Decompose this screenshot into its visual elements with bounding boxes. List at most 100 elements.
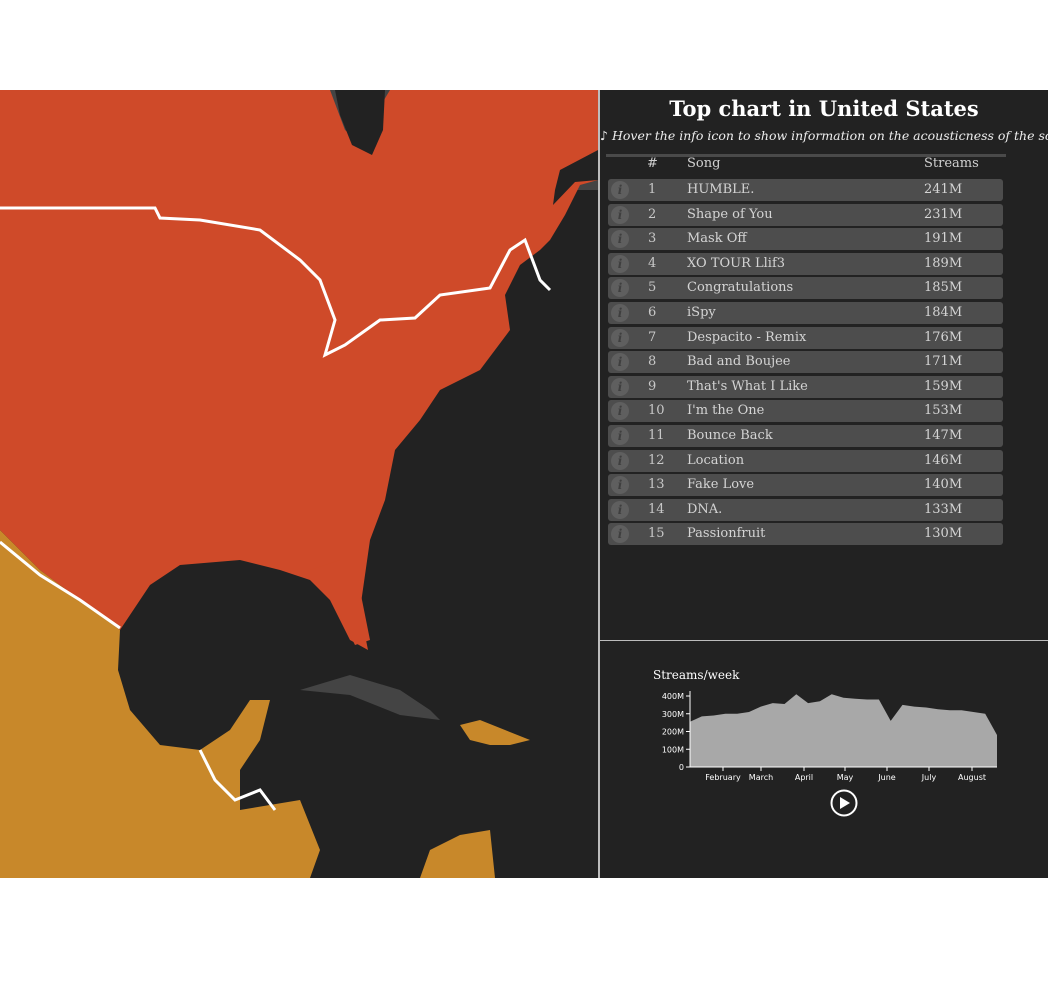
header-song: Song: [687, 156, 721, 171]
table-row[interactable]: i 14 DNA. 133M: [608, 498, 1003, 521]
y-tick-label: 100M: [662, 745, 684, 754]
song-streams: 184M: [924, 304, 963, 320]
y-tick-label: 0: [679, 763, 684, 772]
song-title: I'm the One: [687, 403, 765, 419]
song-title: Shape of You: [687, 206, 773, 222]
table-row[interactable]: i 2 Shape of You 231M: [608, 203, 1003, 226]
table-row[interactable]: i 15 Passionfruit 130M: [608, 523, 1003, 546]
table-row[interactable]: i 1 HUMBLE. 241M: [608, 179, 1003, 201]
info-icon[interactable]: i: [611, 402, 629, 421]
song-rank: 15: [648, 526, 665, 542]
song-streams: 130M: [924, 526, 963, 542]
atlantic-northeast: [553, 90, 598, 205]
info-icon[interactable]: i: [611, 303, 629, 322]
table-row[interactable]: i 11 Bounce Back 147M: [608, 424, 1003, 447]
table-row[interactable]: i 12 Location 146M: [608, 449, 1003, 472]
song-rank: 8: [648, 354, 657, 370]
info-icon[interactable]: i: [611, 353, 629, 372]
song-title: Despacito - Remix: [687, 329, 807, 345]
world-map[interactable]: [0, 90, 598, 878]
header-divider: [606, 154, 1006, 157]
country-cuba[interactable]: [300, 675, 440, 720]
info-icon[interactable]: i: [611, 525, 629, 544]
info-icon[interactable]: i: [611, 476, 629, 495]
song-rank: 7: [648, 329, 657, 345]
info-icon[interactable]: i: [611, 279, 629, 298]
info-icon[interactable]: i: [611, 181, 629, 199]
header-rank: #: [647, 156, 658, 171]
y-tick-label: 400M: [662, 692, 684, 701]
y-tick-label: 200M: [662, 728, 684, 737]
song-title: HUMBLE.: [687, 182, 755, 197]
table-row[interactable]: i 8 Bad and Boujee 171M: [608, 351, 1003, 374]
x-tick-label: March: [749, 773, 773, 782]
x-tick-label: June: [877, 773, 896, 782]
table-row[interactable]: i 5 Congratulations 185M: [608, 277, 1003, 300]
song-streams: 147M: [924, 427, 963, 443]
x-tick-label: August: [958, 773, 986, 782]
song-rank: 12: [648, 452, 665, 468]
song-rank: 10: [648, 403, 665, 419]
app-root: Top chart in United States ♪ Hover the i…: [0, 90, 1048, 878]
table-row[interactable]: i 9 That's What I Like 159M: [608, 375, 1003, 398]
info-icon[interactable]: i: [611, 328, 629, 347]
song-title: iSpy: [687, 304, 716, 320]
song-streams: 189M: [924, 255, 963, 271]
song-title: Location: [687, 452, 745, 468]
song-streams: 241M: [924, 182, 963, 197]
song-rank: 5: [648, 280, 657, 296]
info-icon[interactable]: i: [611, 451, 629, 470]
horizontal-divider: [600, 640, 1048, 641]
country-mexico[interactable]: [0, 530, 320, 878]
song-streams: 191M: [924, 231, 963, 247]
border-us-canada: [0, 206, 552, 358]
y-tick-label: 300M: [662, 710, 684, 719]
country-united-states[interactable]: [0, 90, 598, 650]
song-title: Bad and Boujee: [687, 354, 791, 370]
info-icon[interactable]: i: [611, 426, 629, 445]
table-row[interactable]: i 6 iSpy 184M: [608, 301, 1003, 324]
song-rank: 3: [648, 231, 657, 247]
song-title: Passionfruit: [687, 526, 766, 542]
song-rank: 1: [648, 182, 657, 197]
info-icon[interactable]: i: [611, 377, 629, 396]
streams-chart: 0 100M 200M 300M 400M February March April May Ju…: [662, 691, 997, 782]
song-title: Congratulations: [687, 280, 794, 296]
song-streams: 153M: [924, 403, 963, 419]
x-tick-label: February: [705, 773, 741, 782]
play-icon[interactable]: [829, 788, 859, 818]
panel-title: Top chart in United States: [669, 96, 979, 121]
song-title: XO TOUR Llif3: [687, 255, 786, 271]
table-row[interactable]: i 10 I'm the One 153M: [608, 400, 1003, 423]
song-streams: 176M: [924, 329, 963, 345]
info-icon[interactable]: i: [611, 254, 629, 273]
chart-title: Streams/week: [653, 668, 740, 682]
song-title: Fake Love: [687, 477, 755, 493]
top-chart-panel: Top chart in United States ♪ Hover the i…: [600, 90, 1048, 641]
song-title: Mask Off: [687, 231, 747, 247]
border-central-america: [198, 749, 277, 811]
info-icon[interactable]: i: [611, 205, 629, 224]
song-list: i 1 HUMBLE. 241M i 2 Shape of You 231M i 3 Mask …: [608, 179, 1003, 548]
info-icon[interactable]: i: [611, 500, 629, 519]
song-streams: 140M: [924, 477, 963, 493]
song-title: DNA.: [687, 501, 723, 517]
song-streams: 231M: [924, 206, 963, 222]
table-row[interactable]: i 7 Despacito - Remix 176M: [608, 326, 1003, 349]
panel-subtitle: ♪ Hover the info icon to show informatio…: [600, 128, 1048, 143]
table-row[interactable]: i 3 Mask Off 191M: [608, 228, 1003, 251]
streams-area: [690, 694, 997, 767]
song-streams: 146M: [924, 452, 963, 468]
country-central-south[interactable]: [420, 830, 495, 878]
country-hispaniola[interactable]: [460, 720, 530, 745]
hudson-bay-area: [335, 90, 385, 155]
song-streams: 133M: [924, 501, 963, 517]
song-rank: 11: [648, 427, 665, 443]
table-row[interactable]: i 13 Fake Love 140M: [608, 474, 1003, 497]
song-streams: 159M: [924, 378, 963, 394]
border-us-mexico: [0, 540, 121, 630]
song-streams: 185M: [924, 280, 963, 296]
map-svg[interactable]: [0, 90, 598, 878]
table-row[interactable]: i 4 XO TOUR Llif3 189M: [608, 252, 1003, 275]
info-icon[interactable]: i: [611, 230, 629, 249]
